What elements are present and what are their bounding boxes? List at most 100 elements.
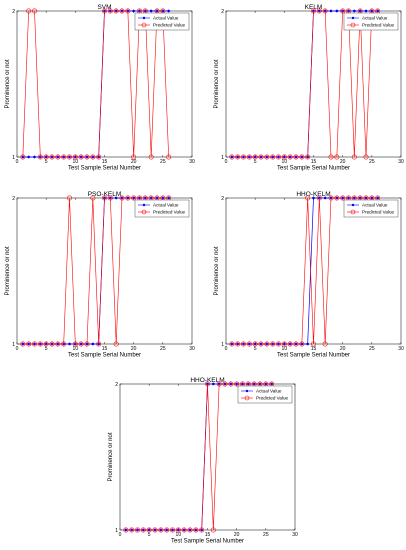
x-tick-label: 30 — [398, 159, 404, 165]
data-point-predicted-value — [275, 154, 281, 160]
x-tick-label: 5 — [254, 159, 257, 165]
data-point-predicted-value — [72, 341, 78, 347]
x-tick-label: 30 — [189, 346, 195, 352]
data-point-predicted-value — [43, 154, 49, 160]
data-point-predicted-value — [310, 8, 316, 14]
legend-label-predicted-value: Predicted Value — [362, 210, 395, 215]
data-point-predicted-value — [125, 8, 131, 14]
legend-marker-actual-value — [142, 16, 146, 20]
data-point-actual-value — [323, 196, 327, 200]
chart-panel-4: 0 5 10 15 20 25 30 1 2 Test Sample Serial Number P… — [214, 191, 404, 359]
x-tick-label: 5 — [45, 159, 48, 165]
x-tick-label: 5 — [148, 532, 151, 538]
data-point-predicted-value — [340, 195, 346, 201]
x-tick-label: 10 — [176, 532, 182, 538]
data-point-actual-value — [364, 9, 368, 13]
legend-marker-actual-value — [351, 16, 355, 20]
data-point-predicted-value — [67, 195, 73, 201]
data-point-predicted-value — [222, 381, 228, 387]
y-tick-label: 1 — [12, 155, 15, 161]
data-point-actual-value — [91, 342, 95, 346]
legend-box — [343, 199, 399, 218]
data-point-predicted-value — [241, 154, 247, 160]
x-axis-label: Test Sample Serial Number — [68, 353, 141, 359]
x-tick-label: 25 — [369, 159, 375, 165]
chart-panel-3: 0 5 10 15 20 25 30 1 2 Test Sample Serial Number P… — [5, 191, 195, 359]
data-point-predicted-value — [140, 527, 146, 533]
legend-marker-actual-value — [245, 389, 249, 393]
x-tick-label: 15 — [102, 346, 108, 352]
legend-box — [237, 385, 293, 404]
data-point-actual-value — [329, 9, 333, 13]
x-tick-label: 5 — [45, 346, 48, 352]
x-tick-label: 10 — [73, 346, 79, 352]
plot-area — [16, 197, 193, 345]
data-point-predicted-value — [193, 527, 199, 533]
data-point-predicted-value — [26, 341, 32, 347]
data-point-predicted-value — [72, 154, 78, 160]
data-point-actual-value — [211, 382, 215, 386]
chart-panel-1: 0 5 10 15 20 25 30 1 2 Test Sample Serial Number P… — [5, 4, 195, 172]
y-tick-label: 2 — [12, 9, 15, 15]
data-point-predicted-value — [119, 8, 125, 14]
data-point-actual-value — [352, 9, 356, 13]
y-tick-label: 2 — [115, 382, 118, 388]
x-tick-label: 20 — [131, 346, 137, 352]
data-point-predicted-value — [305, 154, 311, 160]
legend-marker-predicted-value — [350, 22, 356, 28]
data-point-predicted-value — [299, 341, 305, 347]
x-tick-label: 15 — [102, 159, 108, 165]
data-point-predicted-value — [340, 8, 346, 14]
x-tick-label: 30 — [189, 159, 195, 165]
x-tick-label: 20 — [131, 159, 137, 165]
data-point-actual-value — [312, 196, 315, 200]
data-point-predicted-value — [281, 154, 287, 160]
data-point-predicted-value — [20, 154, 26, 160]
data-point-predicted-value — [55, 154, 61, 160]
data-point-predicted-value — [229, 154, 235, 160]
y-axis-label: Prominence or not — [214, 59, 220, 108]
chart-title: PSO-KELM — [88, 191, 122, 198]
x-tick-label: 10 — [282, 346, 288, 352]
legend-box — [134, 12, 190, 31]
data-point-predicted-value — [67, 154, 73, 160]
data-point-actual-value — [149, 9, 153, 13]
data-point-predicted-value — [20, 341, 26, 347]
data-point-predicted-value — [90, 195, 96, 201]
x-tick-label: 0 — [119, 532, 122, 538]
legend-label-actual-value: Actual Value — [362, 16, 388, 21]
data-point-predicted-value — [252, 341, 258, 347]
legend-label-predicted-value: Predicted Value — [256, 396, 289, 401]
data-point-predicted-value — [299, 154, 305, 160]
y-tick-label: 2 — [221, 196, 224, 202]
data-point-actual-value — [306, 342, 310, 346]
plot-area — [16, 10, 193, 158]
data-point-predicted-value — [43, 341, 49, 347]
x-tick-label: 0 — [225, 346, 228, 352]
x-axis-label: Test Sample Serial Number — [68, 166, 141, 172]
data-point-predicted-value — [78, 154, 84, 160]
legend-label-predicted-value: Predicted Value — [153, 210, 186, 215]
data-point-predicted-value — [235, 341, 241, 347]
data-point-predicted-value — [135, 527, 141, 533]
data-point-predicted-value — [181, 527, 187, 533]
data-point-predicted-value — [328, 195, 334, 201]
data-point-predicted-value — [316, 8, 322, 14]
data-point-predicted-value — [287, 341, 293, 347]
x-tick-label: 30 — [292, 532, 298, 538]
data-point-predicted-value — [102, 195, 108, 201]
data-point-predicted-value — [281, 341, 287, 347]
x-tick-label: 10 — [73, 159, 79, 165]
y-tick-label: 1 — [221, 342, 224, 348]
data-point-predicted-value — [37, 341, 43, 347]
data-point-predicted-value — [119, 195, 125, 201]
data-point-predicted-value — [84, 341, 90, 347]
data-point-predicted-value — [102, 8, 108, 14]
x-tick-label: 5 — [254, 346, 257, 352]
data-point-predicted-value — [270, 154, 276, 160]
data-point-predicted-value — [351, 154, 357, 160]
x-tick-label: 15 — [205, 532, 211, 538]
x-tick-label: 15 — [311, 346, 317, 352]
x-tick-label: 10 — [282, 159, 288, 165]
